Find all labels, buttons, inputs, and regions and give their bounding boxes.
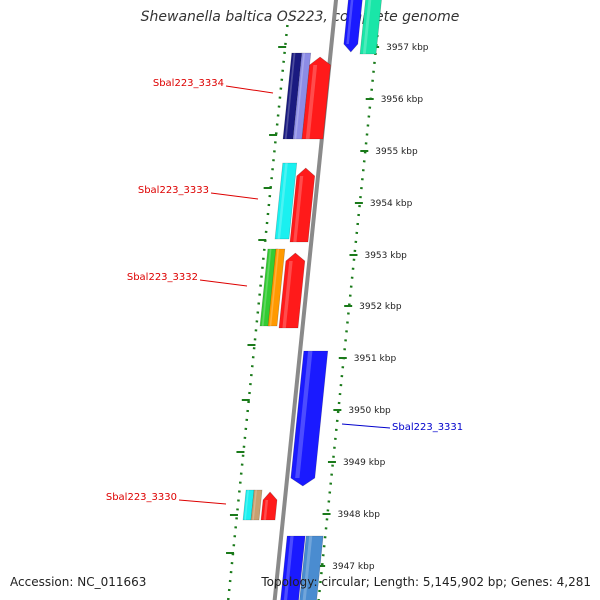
tick-label: 3948 kbp xyxy=(338,510,381,520)
gene-highlight xyxy=(346,0,354,44)
gene-highlight xyxy=(302,536,313,600)
genome-summary: Topology: circular; Length: 5,145,902 bp… xyxy=(261,575,591,589)
gene-leader-line xyxy=(199,279,248,287)
gene-label: Sbal223_3330 xyxy=(106,492,177,503)
gene-highlight xyxy=(284,53,296,139)
gene-block xyxy=(267,248,286,327)
gene-block xyxy=(299,535,324,600)
gene-highlight xyxy=(244,490,249,520)
gene-block xyxy=(260,491,278,521)
tick-label: 3949 kbp xyxy=(343,458,386,468)
gene-highlight xyxy=(269,249,280,326)
tick-label: 3954 kbp xyxy=(370,199,413,209)
gene-highlight xyxy=(277,163,288,239)
tick-label: 3955 kbp xyxy=(375,147,418,157)
gene-leader-line xyxy=(178,499,227,505)
gene-leader-line xyxy=(210,192,259,200)
gene-highlight xyxy=(283,536,294,600)
tick-label: 3953 kbp xyxy=(364,251,407,261)
gene-label: Sbal223_3332 xyxy=(127,272,198,283)
tick-label: 3957 kbp xyxy=(386,43,429,53)
gene-label: Sbal223_3334 xyxy=(153,78,224,89)
gene-block xyxy=(343,0,363,53)
gene-highlight xyxy=(261,249,272,326)
tick-label: 3947 kbp xyxy=(332,562,375,572)
tick-label: 3950 kbp xyxy=(348,406,391,416)
inner-track-border xyxy=(226,24,289,600)
gene-label: Sbal223_3331 xyxy=(392,422,463,433)
gene-highlight xyxy=(252,490,257,520)
gene-block xyxy=(290,350,329,487)
tick-label: 3951 kbp xyxy=(354,354,397,364)
gene-highlight xyxy=(362,0,372,54)
gene-highlight xyxy=(294,53,306,139)
tick-label: 3952 kbp xyxy=(359,302,402,312)
gene-block xyxy=(359,0,382,55)
gene-block xyxy=(289,167,316,243)
gene-leader-line xyxy=(225,85,274,94)
gene-leader-line xyxy=(341,423,391,429)
accession-label: Accession: NC_011663 xyxy=(10,575,147,589)
gene-block xyxy=(301,56,331,140)
gene-highlight xyxy=(305,65,318,139)
gene-block xyxy=(280,535,306,600)
gene-block xyxy=(274,162,298,240)
gene-highlight xyxy=(263,500,269,520)
gene-block xyxy=(250,489,263,521)
gene-highlight xyxy=(293,176,304,242)
gene-block xyxy=(278,252,306,329)
gene-highlight xyxy=(295,351,313,478)
tick-label: 3956 kbp xyxy=(381,95,424,105)
gene-label: Sbal223_3333 xyxy=(138,185,209,196)
gene-highlight xyxy=(282,261,293,328)
